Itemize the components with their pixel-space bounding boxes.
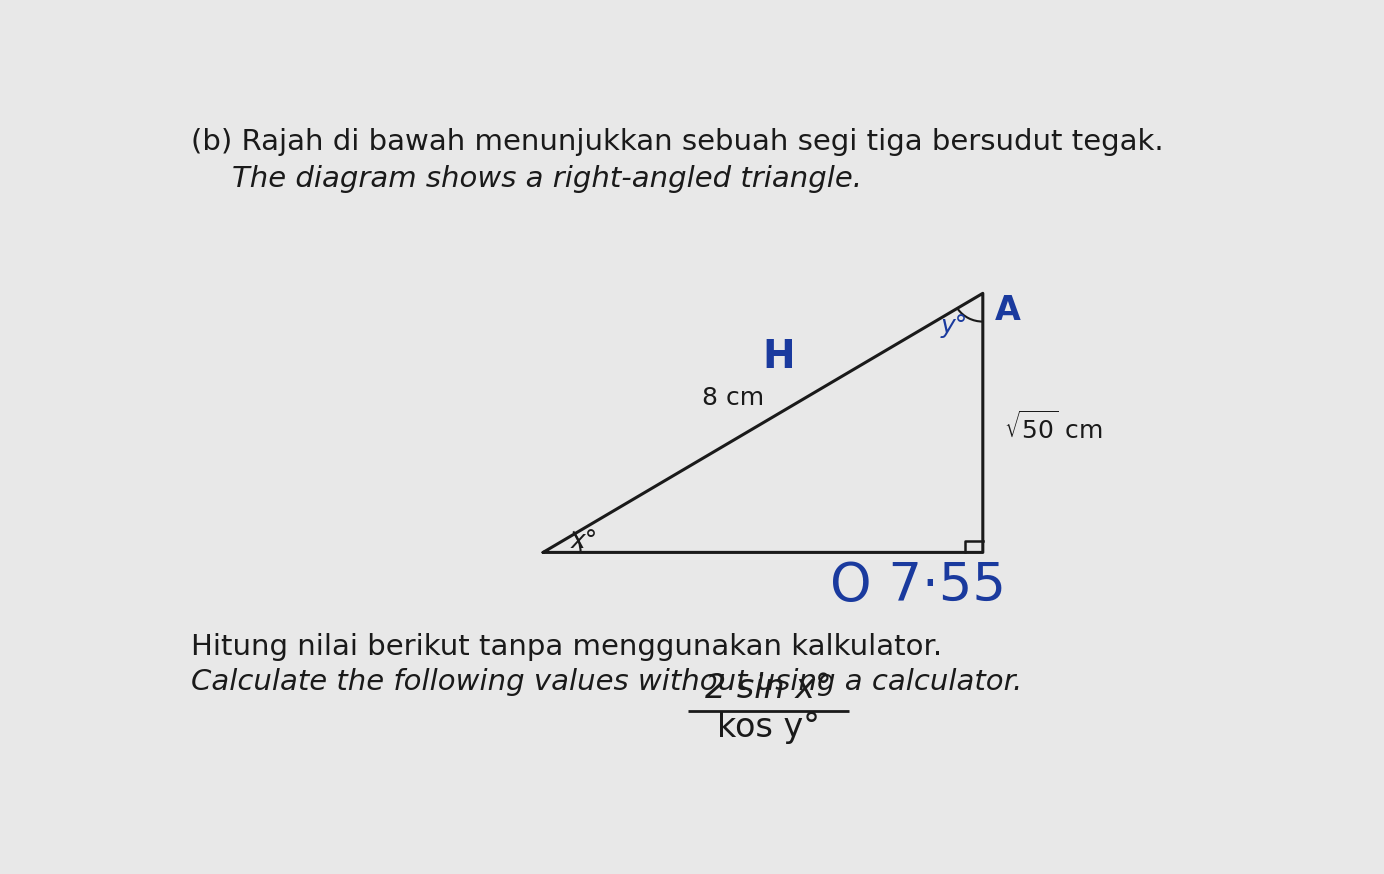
Text: The diagram shows a right-angled triangle.: The diagram shows a right-angled triangl… xyxy=(233,165,862,193)
Text: $\sqrt{50}$ cm: $\sqrt{50}$ cm xyxy=(1005,412,1103,444)
Text: x°: x° xyxy=(570,529,598,553)
Text: (b) Rajah di bawah menunjukkan sebuah segi tiga bersudut tegak.: (b) Rajah di bawah menunjukkan sebuah se… xyxy=(191,128,1164,156)
Text: H: H xyxy=(763,338,796,376)
Text: A: A xyxy=(995,294,1020,327)
Text: Calculate the following values without using a calculator.: Calculate the following values without u… xyxy=(191,668,1023,697)
Text: 8 cm: 8 cm xyxy=(702,385,764,410)
Text: 2 sin x°: 2 sin x° xyxy=(704,672,832,705)
Text: Hitung nilai berikut tanpa menggunakan kalkulator.: Hitung nilai berikut tanpa menggunakan k… xyxy=(191,633,943,661)
Text: y°: y° xyxy=(940,314,967,337)
Text: O 7·55: O 7·55 xyxy=(830,560,1006,612)
Text: kos y°: kos y° xyxy=(717,711,819,745)
